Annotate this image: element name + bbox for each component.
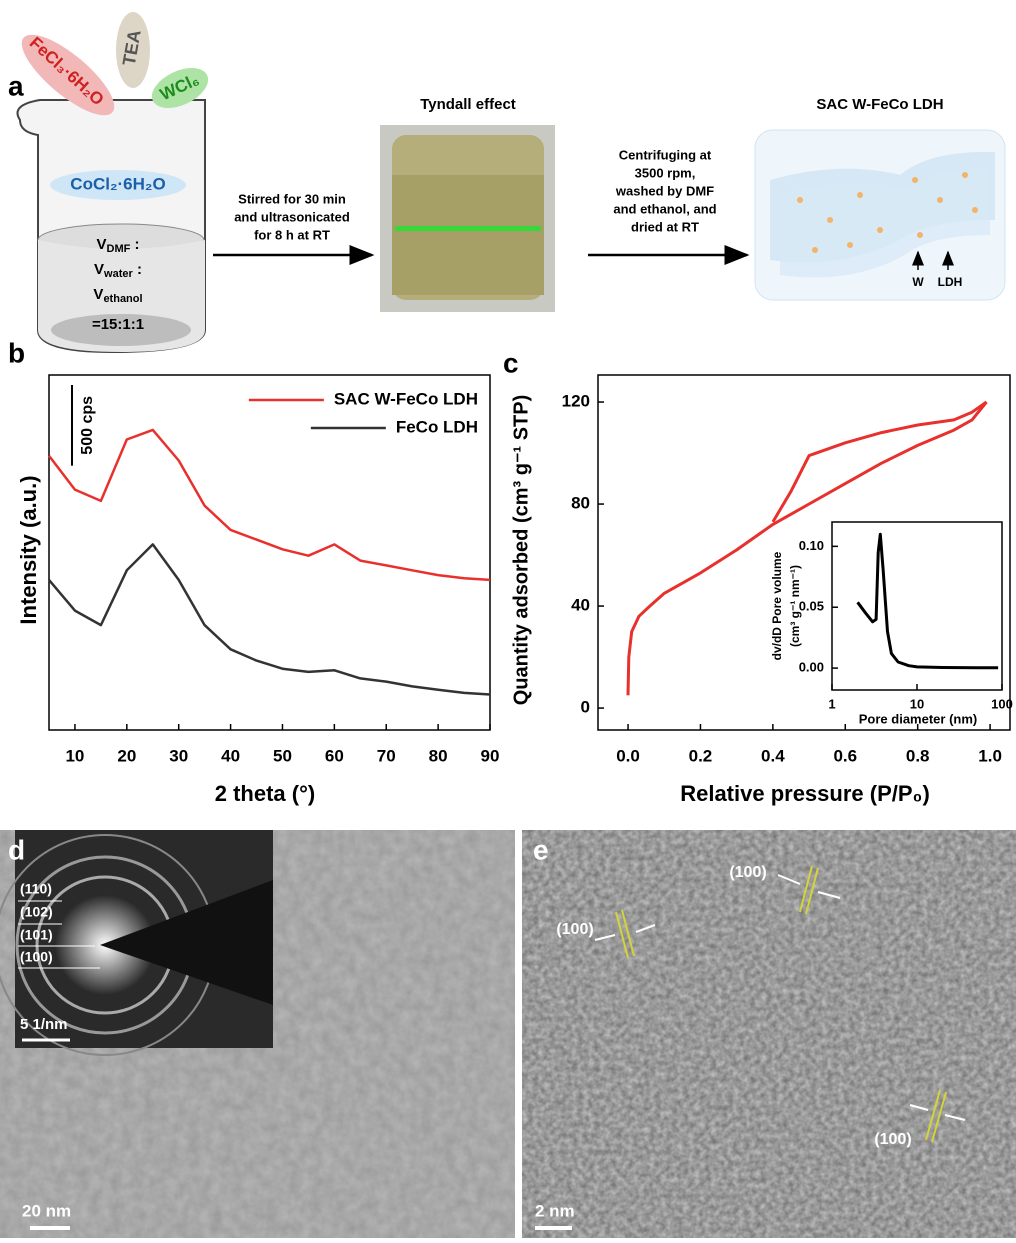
y-axis-label: (cm³ g⁻¹ nm⁻¹)	[788, 565, 802, 647]
panel-label: b	[8, 337, 25, 368]
step-text: 3500 rpm,	[635, 165, 696, 180]
saed-ring-label: (101)	[20, 927, 53, 943]
data-line	[49, 430, 490, 580]
tyndall-photo	[380, 125, 555, 312]
saed-ring-label: (102)	[20, 904, 53, 920]
data-line	[49, 544, 490, 694]
x-tick-label: 90	[481, 746, 500, 765]
x-tick-label: 20	[117, 746, 136, 765]
y-tick-label: 0.05	[799, 599, 824, 614]
ratio-main: V	[94, 261, 104, 278]
x-tick-label: 60	[325, 746, 344, 765]
y-tick-label: 40	[571, 596, 590, 615]
y-axis-label: dv/dD Pore volume	[770, 551, 784, 660]
step-text: Centrifuging at	[619, 147, 712, 162]
ldh-schematic	[755, 130, 1005, 300]
y-axis-label: Intensity (a.u.)	[16, 475, 41, 624]
x-tick-label: 10	[65, 746, 84, 765]
x-tick-label: 50	[273, 746, 292, 765]
step-text: washed by DMF	[615, 183, 714, 198]
x-axis-label: Relative pressure (P/P₀)	[680, 781, 930, 806]
ratio-tail: :	[133, 261, 142, 278]
x-tick-label: 1	[828, 696, 835, 711]
x-tick-label: 30	[169, 746, 188, 765]
data-line	[773, 402, 987, 522]
scale-bar-label: 500 cps	[79, 396, 96, 455]
figure: a b c FeCl₃·6H₂O TEA WCl₆ CoCl₂·6H₂O VDM…	[0, 0, 1016, 1238]
x-tick-label: 0.0	[616, 746, 640, 765]
x-tick-label: 80	[429, 746, 448, 765]
ratio-main: V	[96, 236, 106, 253]
ratio-value: =15:1:1	[92, 316, 144, 333]
step-text: dried at RT	[631, 219, 699, 234]
page: {"panel_labels":["a","b","c","d","e"], "…	[0, 0, 1016, 1238]
scale-label: 5 1/nm	[20, 1016, 68, 1033]
panel-label: d	[8, 834, 25, 865]
fringe-label: (100)	[874, 1131, 911, 1148]
x-axis-label: 2 theta (°)	[215, 781, 315, 806]
solution: CoCl₂·6H₂O	[70, 174, 165, 193]
scale-label: 20 nm	[22, 1201, 71, 1220]
x-tick-label: 0.4	[761, 746, 785, 765]
saed-ring-label: (110)	[20, 881, 52, 897]
ratio-sub: ethanol	[103, 293, 142, 305]
product-label: LDH	[938, 275, 963, 289]
ratio-tail: :	[130, 236, 139, 253]
fringe-label: (100)	[556, 921, 593, 938]
legend-label: FeCo LDH	[396, 417, 478, 436]
panel-label: e	[533, 834, 549, 865]
step-text: Stirred for 30 min	[238, 191, 346, 206]
x-tick-label: 40	[221, 746, 240, 765]
y-tick-label: 0	[581, 698, 590, 717]
step-text: and ultrasonicated	[234, 209, 350, 224]
x-axis-label: Pore diameter (nm)	[859, 711, 977, 726]
legend-label: SAC W-FeCo LDH	[334, 389, 478, 408]
panel-label: a	[8, 70, 24, 101]
product-label: W	[912, 275, 924, 289]
step-text: and ethanol, and	[613, 201, 716, 216]
saed-ring-label: (100)	[20, 949, 53, 965]
x-tick-label: 100	[991, 696, 1013, 711]
ratio-sub: DMF	[107, 243, 131, 255]
fringe-label: (100)	[729, 864, 766, 881]
y-tick-label: 0.10	[799, 538, 824, 553]
panel-label: c	[503, 347, 519, 378]
x-tick-label: 70	[377, 746, 396, 765]
x-tick-label: 0.8	[906, 746, 930, 765]
scale-label: 2 nm	[535, 1201, 575, 1220]
y-tick-label: 80	[571, 494, 590, 513]
y-tick-label: 120	[562, 392, 590, 411]
x-tick-label: 1.0	[978, 746, 1002, 765]
x-tick-label: 0.6	[833, 746, 857, 765]
photo-title: Tyndall effect	[420, 96, 516, 113]
y-tick-label: 0.00	[799, 660, 824, 675]
ratio-sub: water	[103, 268, 133, 280]
ratio-main: V	[93, 286, 103, 303]
product-title: SAC W-FeCo LDH	[816, 96, 943, 113]
inset-background	[832, 522, 1002, 690]
x-tick-label: 10	[910, 696, 924, 711]
y-axis-label: Quantity adsorbed (cm³ g⁻¹ STP)	[510, 395, 532, 706]
x-tick-label: 0.2	[689, 746, 713, 765]
step-text: for 8 h at RT	[254, 227, 330, 242]
hrtem-texture	[522, 830, 1016, 1238]
